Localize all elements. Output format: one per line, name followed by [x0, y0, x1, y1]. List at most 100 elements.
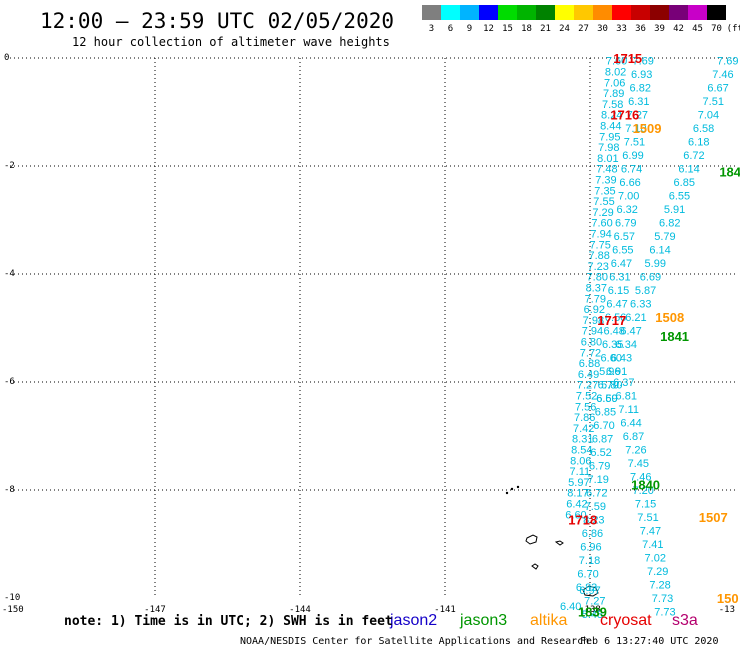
footer-credit: NOAA/NESDIS Center for Satellite Applica… [240, 636, 589, 647]
swh-value: 6.79 [615, 218, 636, 230]
swh-value: 6.70 [598, 380, 619, 392]
swh-value: 6.82 [630, 83, 651, 95]
swh-value: 6.69 [596, 393, 617, 405]
pass-time-label: 1715 [613, 51, 642, 66]
swh-value: 6.47 [620, 326, 641, 338]
swh-value: 7.28 [649, 580, 670, 592]
legend-entry-jason3: jason3 [459, 612, 507, 629]
swh-value: 6.32 [617, 204, 638, 216]
swh-value: 6.40 [560, 601, 581, 613]
colorbar-swatch [612, 5, 631, 20]
swh-value: 7.46 [712, 69, 733, 81]
colorbar-label: 36 [635, 24, 646, 34]
swh-value: 6.55 [612, 245, 633, 257]
colorbar-swatch [650, 5, 669, 20]
colorbar-swatch [631, 5, 650, 20]
colorbar-label: 18 [521, 24, 532, 34]
swh-value: 7.58 [602, 99, 623, 111]
swh-value: 6.79 [589, 461, 610, 473]
swh-value: 7.69 [717, 56, 738, 68]
legend-entry-jason2: jason2 [389, 612, 437, 629]
pass-time-label: 150 [717, 591, 739, 606]
colorbar-swatch [479, 5, 498, 20]
swh-value: 7.06 [604, 77, 625, 89]
swh-value: 7.41 [642, 539, 663, 551]
chart-subtitle: 12 hour collection of altimeter wave hei… [72, 35, 390, 49]
swh-value: 6.15 [608, 285, 629, 297]
island-dot [505, 491, 509, 495]
swh-value: 6.85 [674, 177, 695, 189]
swh-value: 7.26 [625, 445, 646, 457]
swh-value: 6.47 [611, 258, 632, 270]
colorbar-swatch [555, 5, 574, 20]
swh-value: 7.95 [599, 131, 620, 143]
colorbar-swatch [498, 5, 517, 20]
swh-value: 6.93 [631, 69, 652, 81]
colorbar-swatch [441, 5, 460, 20]
swh-value: 7.98 [583, 315, 604, 327]
colorbar-label: 42 [673, 24, 684, 34]
footer-timestamp: Feb 6 13:27:40 UTC 2020 [580, 636, 718, 647]
swh-value: 7.94 [582, 326, 603, 338]
swh-value: 7.39 [595, 175, 616, 187]
island-dot [516, 485, 520, 489]
pass-time-label: 1718 [568, 513, 597, 528]
colorbar-label: 6 [448, 24, 453, 34]
swh-value: 5.96 [599, 366, 620, 378]
swh-value: 8.44 [600, 121, 621, 133]
swh-value: 6.69 [640, 272, 661, 284]
swh-value: 6.83 [576, 582, 597, 594]
swh-value: 7.11 [618, 404, 639, 416]
swh-value: 7.48 [596, 164, 617, 176]
pass-time-label: 1840 [631, 478, 660, 493]
footer-note: note: 1) Time is in UTC; 2) SWH is in fe… [64, 614, 393, 629]
swh-value: 6.92 [584, 304, 605, 316]
colorbar-label: 27 [578, 24, 589, 34]
swh-value: 6.34 [616, 339, 637, 351]
colorbar-label: 3 [429, 24, 434, 34]
pass-time-label: 1839 [578, 605, 607, 620]
swh-value: 6.99 [622, 150, 643, 162]
swh-value: 7.52 [576, 391, 597, 403]
swh-value: 7.29 [592, 207, 613, 219]
swh-value: 6.37 [613, 377, 634, 389]
swh-value: 6.97 [579, 585, 600, 597]
colorbar-label: 45 [692, 24, 703, 34]
swh-value: 7.73 [654, 607, 675, 619]
swh-value: 7.73 [652, 593, 673, 605]
swh-value: 7.19 [588, 474, 609, 486]
swh-value: 5.91 [664, 204, 685, 216]
swh-value: 6.70 [593, 420, 614, 432]
swh-value: 7.23 [588, 261, 609, 273]
swh-value: 6.91 [606, 366, 627, 378]
colorbar-swatch [593, 5, 612, 20]
colorbar-swatch [669, 5, 688, 20]
swh-value: 6.55 [669, 191, 690, 203]
swh-value: 7.86 [574, 412, 595, 424]
swh-value: 7.27 [584, 596, 605, 608]
colorbar-swatch [460, 5, 479, 20]
colorbar-label: 21 [540, 24, 551, 34]
swh-value: 5.99 [645, 258, 666, 270]
swh-value: 6.44 [620, 418, 641, 430]
y-tick-label: -4 [4, 269, 15, 279]
swh-value: 5.79 [654, 231, 675, 243]
swh-value: 8.01 [597, 153, 618, 165]
island-shape [582, 585, 599, 597]
colorbar-swatch [688, 5, 707, 20]
swh-value: 8.23 [583, 515, 604, 527]
colorbar-label: 70 [711, 24, 722, 34]
swh-value: 7.89 [603, 88, 624, 100]
swh-value: 6.87 [592, 434, 613, 446]
swh-value: 8.06 [570, 455, 591, 467]
pass-time-label: 1509 [633, 121, 662, 136]
swh-value: 5.48 [582, 609, 603, 621]
swh-value: 6.86 [582, 528, 603, 540]
swh-value: 7.79 [585, 293, 606, 305]
swh-value: 7.94 [590, 229, 611, 241]
wave-height-values: 7.608.027.067.897.588.248.447.957.988.01… [560, 56, 739, 622]
swh-value: 6.56 [605, 312, 626, 324]
swh-value: 7.88 [588, 250, 609, 262]
colorbar-swatch [517, 5, 536, 20]
swh-value: 7.18 [579, 555, 600, 567]
